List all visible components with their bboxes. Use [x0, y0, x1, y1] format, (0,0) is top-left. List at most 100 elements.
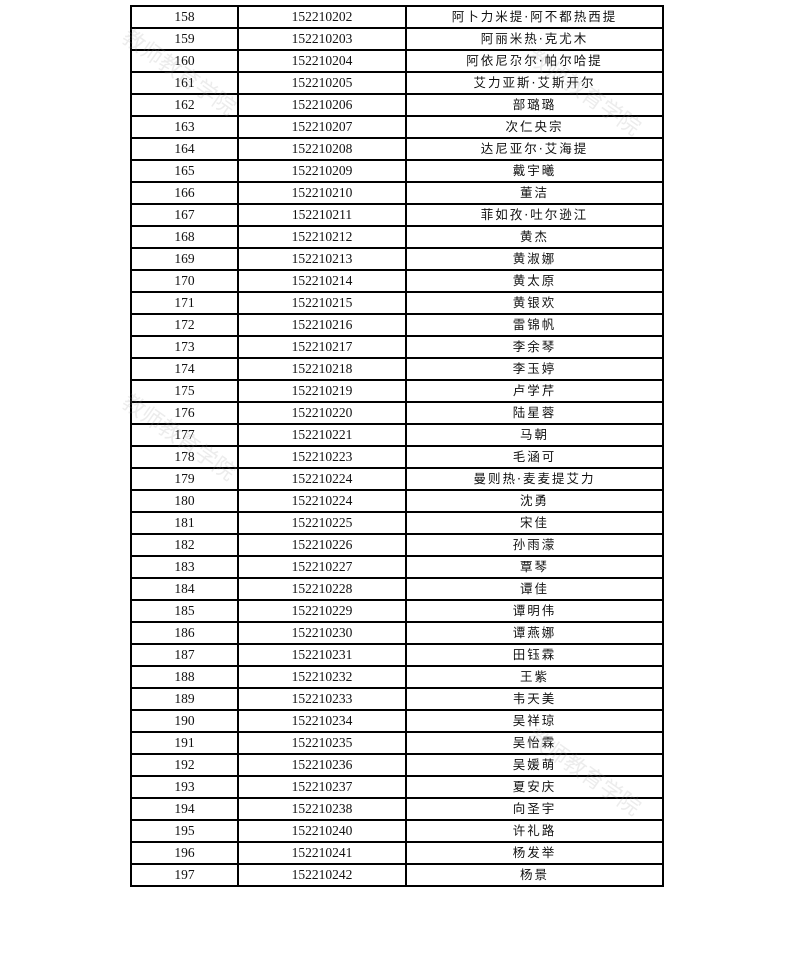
student-name-cell: 覃琴	[405, 555, 664, 579]
student-id-cell: 152210209	[237, 159, 407, 183]
row-number-cell: 193	[130, 775, 239, 799]
row-number-cell: 158	[130, 5, 239, 29]
table-row: 178 152210223 毛涵可	[130, 445, 664, 469]
student-id-cell: 152210240	[237, 819, 407, 843]
student-id-cell: 152210219	[237, 379, 407, 403]
student-id-cell: 152210241	[237, 841, 407, 865]
student-id-cell: 152210202	[237, 5, 407, 29]
table-row: 190 152210234 吴祥琼	[130, 709, 664, 733]
student-id-cell: 152210238	[237, 797, 407, 821]
student-name-cell: 曼则热·麦麦提艾力	[405, 467, 664, 491]
student-id-cell: 152210242	[237, 863, 407, 887]
student-id-cell: 152210231	[237, 643, 407, 667]
row-number-cell: 162	[130, 93, 239, 117]
student-id-cell: 152210226	[237, 533, 407, 557]
table-row: 186 152210230 谭燕娜	[130, 621, 664, 645]
table-row: 182 152210226 孙雨濛	[130, 533, 664, 557]
row-number-cell: 186	[130, 621, 239, 645]
table-row: 185 152210229 谭明伟	[130, 599, 664, 623]
student-name-cell: 韦天美	[405, 687, 664, 711]
table-row: 175 152210219 卢学芹	[130, 379, 664, 403]
table-row: 183 152210227 覃琴	[130, 555, 664, 579]
row-number-cell: 195	[130, 819, 239, 843]
student-id-cell: 152210224	[237, 467, 407, 491]
row-number-cell: 191	[130, 731, 239, 755]
row-number-cell: 194	[130, 797, 239, 821]
row-number-cell: 192	[130, 753, 239, 777]
student-name-cell: 李玉婷	[405, 357, 664, 381]
table-row: 189 152210233 韦天美	[130, 687, 664, 711]
student-id-cell: 152210221	[237, 423, 407, 447]
student-id-cell: 152210223	[237, 445, 407, 469]
row-number-cell: 190	[130, 709, 239, 733]
student-id-cell: 152210225	[237, 511, 407, 535]
table-row: 162 152210206 部璐璐	[130, 93, 664, 117]
table-row: 173 152210217 李余琴	[130, 335, 664, 359]
student-id-cell: 152210218	[237, 357, 407, 381]
student-name-cell: 许礼路	[405, 819, 664, 843]
row-number-cell: 177	[130, 423, 239, 447]
student-id-cell: 152210212	[237, 225, 407, 249]
row-number-cell: 160	[130, 49, 239, 73]
table-row: 179 152210224 曼则热·麦麦提艾力	[130, 467, 664, 491]
table-row: 184 152210228 谭佳	[130, 577, 664, 601]
student-name-cell: 艾力亚斯·艾斯开尔	[405, 71, 664, 95]
table-row: 192 152210236 吴媛萌	[130, 753, 664, 777]
student-id-cell: 152210217	[237, 335, 407, 359]
student-name-cell: 阿丽米热·克尤木	[405, 27, 664, 51]
student-name-cell: 菲如孜·吐尔逊江	[405, 203, 664, 227]
table-row: 194 152210238 向圣宇	[130, 797, 664, 821]
table-row: 188 152210232 王紫	[130, 665, 664, 689]
table-row: 159 152210203 阿丽米热·克尤木	[130, 27, 664, 51]
table-body: 158 152210202 阿卜力米提·阿不都热西提 159 152210203 阿丽米热…	[130, 5, 664, 887]
table-row: 158 152210202 阿卜力米提·阿不都热西提	[130, 5, 664, 29]
table-row: 170 152210214 黄太原	[130, 269, 664, 293]
student-name-cell: 宋佳	[405, 511, 664, 535]
student-name-cell: 沈勇	[405, 489, 664, 513]
student-id-cell: 152210208	[237, 137, 407, 161]
student-name-cell: 马朝	[405, 423, 664, 447]
row-number-cell: 174	[130, 357, 239, 381]
student-id-cell: 152210203	[237, 27, 407, 51]
row-number-cell: 175	[130, 379, 239, 403]
student-id-cell: 152210213	[237, 247, 407, 271]
student-id-cell: 152210224	[237, 489, 407, 513]
row-number-cell: 176	[130, 401, 239, 425]
student-name-cell: 李余琴	[405, 335, 664, 359]
table-row: 169 152210213 黄淑娜	[130, 247, 664, 271]
student-id-cell: 152210204	[237, 49, 407, 73]
student-name-cell: 杨发举	[405, 841, 664, 865]
table-row: 177 152210221 马朝	[130, 423, 664, 447]
student-id-cell: 152210205	[237, 71, 407, 95]
table-row: 160 152210204 阿依尼尕尔·帕尔哈提	[130, 49, 664, 73]
student-name-cell: 董洁	[405, 181, 664, 205]
row-number-cell: 171	[130, 291, 239, 315]
row-number-cell: 187	[130, 643, 239, 667]
table-row: 161 152210205 艾力亚斯·艾斯开尔	[130, 71, 664, 95]
row-number-cell: 159	[130, 27, 239, 51]
row-number-cell: 184	[130, 577, 239, 601]
student-name-cell: 戴宇曦	[405, 159, 664, 183]
student-name-cell: 达尼亚尔·艾海提	[405, 137, 664, 161]
table-row: 172 152210216 雷锦帆	[130, 313, 664, 337]
student-id-cell: 152210210	[237, 181, 407, 205]
row-number-cell: 165	[130, 159, 239, 183]
student-id-cell: 152210211	[237, 203, 407, 227]
row-number-cell: 173	[130, 335, 239, 359]
row-number-cell: 161	[130, 71, 239, 95]
row-number-cell: 169	[130, 247, 239, 271]
student-name-cell: 黄银欢	[405, 291, 664, 315]
row-number-cell: 179	[130, 467, 239, 491]
student-name-cell: 吴怡霖	[405, 731, 664, 755]
table-row: 171 152210215 黄银欢	[130, 291, 664, 315]
student-id-cell: 152210228	[237, 577, 407, 601]
student-id-cell: 152210207	[237, 115, 407, 139]
student-name-cell: 吴媛萌	[405, 753, 664, 777]
row-number-cell: 189	[130, 687, 239, 711]
table-row: 193 152210237 夏安庆	[130, 775, 664, 799]
row-number-cell: 182	[130, 533, 239, 557]
table-row: 167 152210211 菲如孜·吐尔逊江	[130, 203, 664, 227]
row-number-cell: 185	[130, 599, 239, 623]
student-name-cell: 卢学芹	[405, 379, 664, 403]
student-id-cell: 152210216	[237, 313, 407, 337]
